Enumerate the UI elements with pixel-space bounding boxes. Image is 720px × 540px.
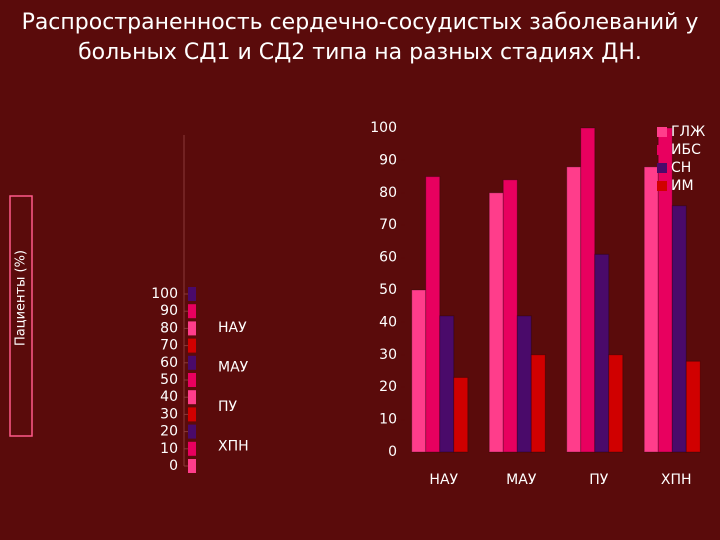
inset-label: МАУ	[218, 360, 249, 376]
bar	[608, 354, 624, 453]
inset-label: ХПН	[218, 439, 249, 455]
bar	[488, 192, 504, 453]
bar	[594, 253, 610, 453]
bar	[530, 354, 546, 453]
bar	[643, 166, 659, 453]
bar	[425, 176, 441, 453]
inset-swatch	[188, 338, 196, 353]
x-tick-label: ХПН	[661, 472, 692, 488]
bar	[411, 289, 427, 453]
bar	[657, 127, 673, 453]
y-tick-label: 90	[379, 152, 397, 168]
inset-swatch	[188, 407, 196, 422]
y-axis-label: Пациенты (%)	[14, 250, 29, 346]
inset-label: НАУ	[218, 320, 247, 336]
x-tick-label: НАУ	[429, 472, 458, 488]
inset-tick-label: 90	[160, 303, 178, 319]
inset-swatch	[188, 355, 196, 370]
legend-label: ИМ	[671, 178, 694, 194]
bar	[502, 179, 518, 453]
bar	[453, 376, 469, 453]
y-tick-label: 60	[379, 250, 397, 266]
inset-swatch	[188, 304, 196, 319]
x-tick-label: МАУ	[506, 472, 537, 488]
x-tick-label: ПУ	[589, 472, 609, 488]
y-tick-label: 20	[379, 379, 397, 395]
y-tick-label: 50	[379, 282, 397, 298]
inset-tick-label: 80	[160, 320, 178, 336]
legend-label: ГЛЖ	[671, 124, 705, 140]
inset-swatch	[188, 373, 196, 387]
y-tick-label: 0	[388, 444, 397, 460]
inset-tick-label: 70	[160, 338, 178, 354]
bar	[516, 315, 532, 453]
legend-label: ИБС	[671, 142, 701, 158]
legend-swatch	[657, 163, 667, 173]
bar	[685, 360, 701, 453]
y-tick-label: 100	[370, 120, 397, 136]
inset-swatch	[188, 424, 196, 439]
y-tick-label: 70	[379, 217, 397, 233]
legend-swatch	[657, 127, 667, 137]
inset-swatch	[188, 441, 196, 456]
inset-tick-label: 60	[160, 355, 178, 371]
legend-swatch	[657, 145, 667, 155]
y-tick-label: 80	[379, 185, 397, 201]
inset-swatch	[188, 321, 196, 336]
bar	[439, 315, 455, 453]
bar	[566, 166, 582, 453]
inset-tick-label: 20	[160, 424, 178, 440]
inset-swatch	[188, 390, 196, 405]
inset-tick-label: 0	[169, 458, 178, 474]
inset-tick-label: 50	[160, 372, 178, 388]
inset-label: ПУ	[218, 399, 238, 415]
inset-tick-label: 40	[160, 389, 178, 405]
y-tick-label: 10	[379, 412, 397, 428]
legend-swatch	[657, 181, 667, 191]
inset-tick-label: 30	[160, 406, 178, 422]
inset-tick-label: 10	[160, 441, 178, 457]
inset-tick-label: 100	[151, 286, 178, 302]
inset-swatch	[188, 287, 196, 301]
legend-label: СН	[671, 160, 691, 176]
inset-swatch	[188, 459, 196, 473]
y-tick-label: 40	[379, 314, 397, 330]
y-tick-label: 30	[379, 347, 397, 363]
y-label-box	[9, 195, 33, 437]
bar	[580, 127, 596, 453]
chart-title: Распространенность сердечно-сосудистых з…	[21, 10, 699, 65]
bar	[671, 205, 687, 453]
